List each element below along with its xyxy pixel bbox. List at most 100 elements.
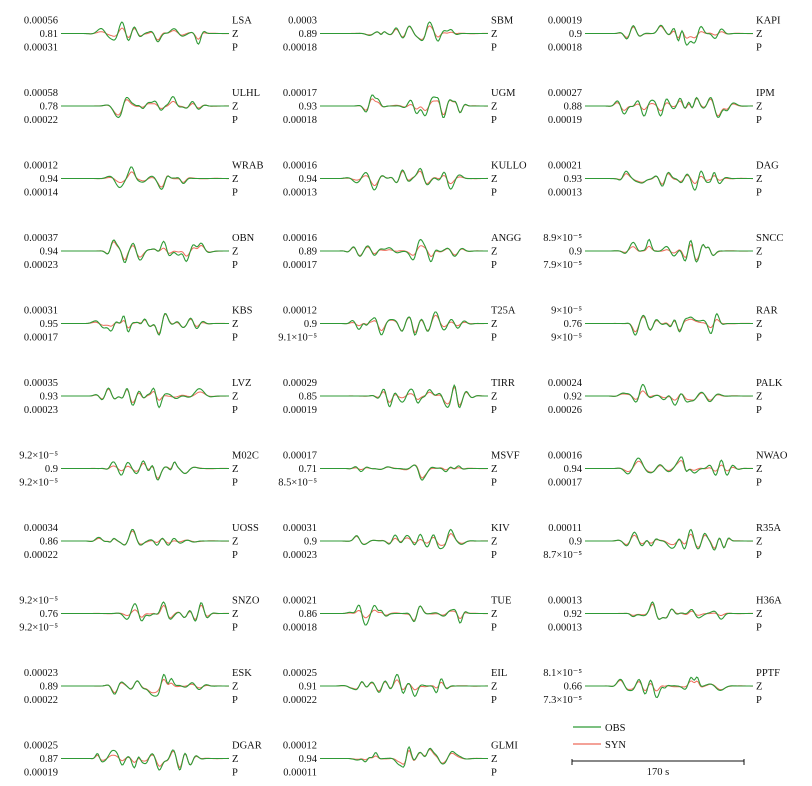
- correlation-coefficient: 0.93: [299, 102, 317, 113]
- phase-label: P: [756, 115, 762, 126]
- component-label: Z: [232, 609, 238, 620]
- obs-trace: [320, 167, 488, 191]
- trace-panel-rar: 9×10⁻⁵ 0.76 9×10⁻⁵ RAR ZP: [551, 306, 777, 344]
- correlation-coefficient: 0.92: [564, 609, 582, 620]
- station-label: GLMI: [491, 741, 518, 752]
- component-label: Z: [232, 29, 238, 40]
- station-label: ULHL: [232, 88, 260, 99]
- obs-trace: [61, 601, 229, 622]
- correlation-coefficient: 0.89: [299, 29, 317, 40]
- phase-label: P: [232, 550, 238, 561]
- obs-amplitude: 0.00025: [24, 741, 58, 752]
- syn-amplitude: 0.00023: [283, 550, 317, 561]
- phase-label: P: [756, 550, 762, 561]
- syn-amplitude: 9×10⁻⁵: [551, 333, 582, 344]
- correlation-coefficient: 0.89: [40, 682, 58, 693]
- station-label: OBN: [232, 233, 255, 244]
- syn-amplitude: 0.00023: [24, 260, 58, 271]
- station-label: R35A: [756, 523, 782, 534]
- station-label: PPTF: [756, 668, 780, 679]
- correlation-coefficient: 0.95: [40, 319, 58, 330]
- obs-amplitude: 9.2×10⁻⁵: [19, 596, 58, 607]
- correlation-coefficient: 0.93: [40, 392, 58, 403]
- obs-amplitude: 0.00058: [24, 88, 58, 99]
- trace-panel-esk: 0.00023 0.89 0.00022 ESK ZP: [24, 668, 252, 706]
- obs-trace: [585, 383, 753, 406]
- phase-label: P: [491, 115, 497, 126]
- component-label: Z: [756, 464, 762, 475]
- component-label: Z: [232, 319, 238, 330]
- syn-amplitude: 8.5×10⁻⁵: [278, 478, 317, 489]
- obs-trace: [585, 96, 753, 119]
- obs-trace: [320, 673, 488, 698]
- correlation-coefficient: 0.78: [40, 102, 58, 113]
- station-label: EIL: [491, 668, 507, 679]
- component-label: Z: [756, 537, 762, 548]
- obs-amplitude: 0.00027: [548, 88, 582, 99]
- station-label: MSVF: [491, 451, 520, 462]
- trace-panel-t25a: 0.00012 0.9 9.1×10⁻⁵ T25A ZP: [278, 306, 516, 344]
- trace-panel-kullo: 0.00016 0.94 0.00013 KULLO ZP: [283, 161, 527, 199]
- component-label: Z: [491, 174, 497, 185]
- station-label: KAPI: [756, 16, 781, 27]
- station-label: DGAR: [232, 741, 262, 752]
- component-label: Z: [232, 392, 238, 403]
- obs-amplitude: 0.00035: [24, 378, 58, 389]
- syn-trace: [585, 243, 753, 261]
- obs-amplitude: 0.00056: [24, 16, 58, 27]
- obs-trace: [585, 676, 753, 699]
- obs-amplitude: 0.00013: [548, 596, 582, 607]
- obs-trace: [320, 94, 488, 119]
- correlation-coefficient: 0.89: [299, 247, 317, 258]
- obs-amplitude: 0.00037: [24, 233, 58, 244]
- obs-amplitude: 8.1×10⁻⁵: [543, 668, 582, 679]
- trace-panel-kbs: 0.00031 0.95 0.00017 KBS ZP: [24, 306, 253, 344]
- syn-amplitude: 0.00011: [283, 768, 317, 779]
- syn-amplitude: 0.00019: [548, 115, 582, 126]
- obs-trace: [61, 239, 229, 264]
- syn-amplitude: 0.00017: [548, 478, 582, 489]
- component-label: Z: [491, 609, 497, 620]
- station-label: WRAB: [232, 161, 264, 172]
- obs-trace: [61, 21, 229, 45]
- trace-panel-lvz: 0.00035 0.93 0.00023 LVZ ZP: [24, 378, 252, 416]
- component-label: Z: [491, 754, 497, 765]
- component-label: Z: [756, 682, 762, 693]
- correlation-coefficient: 0.9: [45, 464, 58, 475]
- correlation-coefficient: 0.9: [304, 319, 317, 330]
- obs-trace: [585, 528, 753, 551]
- trace-panel-lsa: 0.00056 0.81 0.00031 LSA ZP: [24, 16, 252, 54]
- phase-label: P: [491, 43, 497, 54]
- obs-amplitude: 0.00012: [283, 741, 317, 752]
- obs-amplitude: 0.00012: [283, 306, 317, 317]
- trace-panel-dag: 0.00021 0.93 0.00013 DAG ZP: [548, 161, 779, 199]
- station-label: T25A: [491, 306, 516, 317]
- component-label: Z: [232, 247, 238, 258]
- component-label: Z: [756, 319, 762, 330]
- syn-amplitude: 0.00017: [24, 333, 58, 344]
- station-label: LVZ: [232, 378, 251, 389]
- phase-label: P: [491, 333, 497, 344]
- phase-label: P: [756, 623, 762, 634]
- phase-label: P: [232, 695, 238, 706]
- obs-amplitude: 0.00019: [548, 16, 582, 27]
- trace-panel-wrab: 0.00012 0.94 0.00014 WRAB ZP: [24, 161, 264, 199]
- syn-amplitude: 9.2×10⁻⁵: [19, 478, 58, 489]
- trace-panel-m02c: 9.2×10⁻⁵ 0.9 9.2×10⁻⁵ M02C ZP: [19, 451, 259, 489]
- trace-panel-ulhl: 0.00058 0.78 0.00022 ULHL ZP: [24, 88, 260, 126]
- station-label: DAG: [756, 161, 779, 172]
- correlation-coefficient: 0.76: [564, 319, 582, 330]
- correlation-coefficient: 0.86: [299, 609, 317, 620]
- obs-trace: [320, 21, 488, 42]
- syn-amplitude: 0.00017: [283, 260, 317, 271]
- component-label: Z: [491, 464, 497, 475]
- station-label: SNCC: [756, 233, 783, 244]
- obs-trace: [320, 311, 488, 336]
- component-label: Z: [491, 29, 497, 40]
- obs-trace: [585, 601, 753, 621]
- trace-panel-r35a: 0.00011 0.9 8.7×10⁻⁵ R35A ZP: [543, 523, 781, 561]
- trace-panel-ugm: 0.00017 0.93 0.00018 UGM ZP: [283, 88, 516, 126]
- obs-trace: [585, 312, 753, 336]
- component-label: Z: [232, 464, 238, 475]
